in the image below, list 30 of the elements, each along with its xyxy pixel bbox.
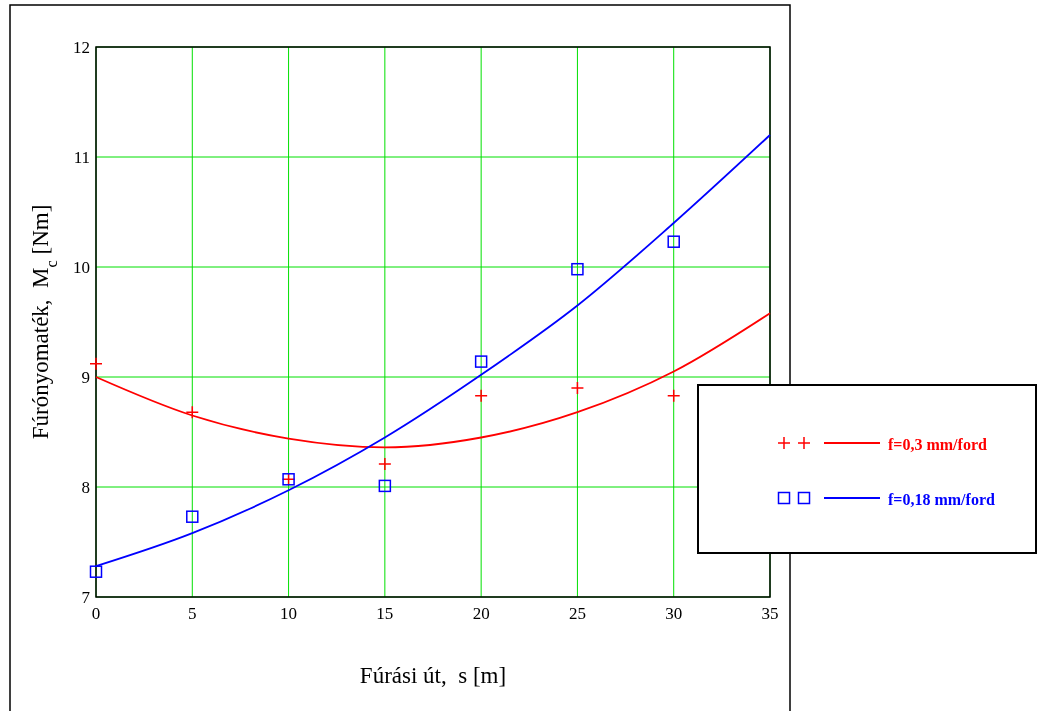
- y-tick-label: 10: [73, 258, 90, 277]
- point: [186, 510, 199, 523]
- point: [571, 262, 584, 276]
- legend-label: f=0,18 mm/ford: [888, 491, 995, 508]
- line-series: [95, 312, 771, 449]
- point: [89, 357, 103, 371]
- x-tick-label: 5: [188, 604, 197, 623]
- point: [378, 457, 392, 471]
- x-tick-label: 10: [280, 604, 298, 623]
- y-tick-label: 12: [73, 38, 90, 57]
- x-tick-label: 15: [376, 604, 394, 623]
- point: [666, 388, 681, 403]
- x-tick-label: 20: [472, 604, 490, 623]
- x-tick-label: 25: [568, 604, 586, 623]
- point: [474, 388, 488, 403]
- point: [570, 381, 585, 395]
- x-tick-label: 35: [761, 604, 779, 623]
- y-tick-label: 7: [81, 588, 91, 607]
- point: [667, 235, 680, 248]
- point: [378, 479, 392, 493]
- point: [185, 405, 200, 419]
- y-tick-label: 8: [81, 478, 90, 497]
- x-axis-title: Fúrási út, s [m]: [359, 663, 507, 688]
- point: [89, 565, 103, 578]
- x-tick-label: 30: [665, 604, 683, 623]
- y-tick-label: 9: [81, 368, 90, 387]
- x-tick-label: 0: [91, 604, 101, 623]
- y-tick-label: 11: [73, 148, 90, 167]
- point: [474, 355, 488, 368]
- legend-label: f=0,3 mm/ford: [888, 436, 987, 453]
